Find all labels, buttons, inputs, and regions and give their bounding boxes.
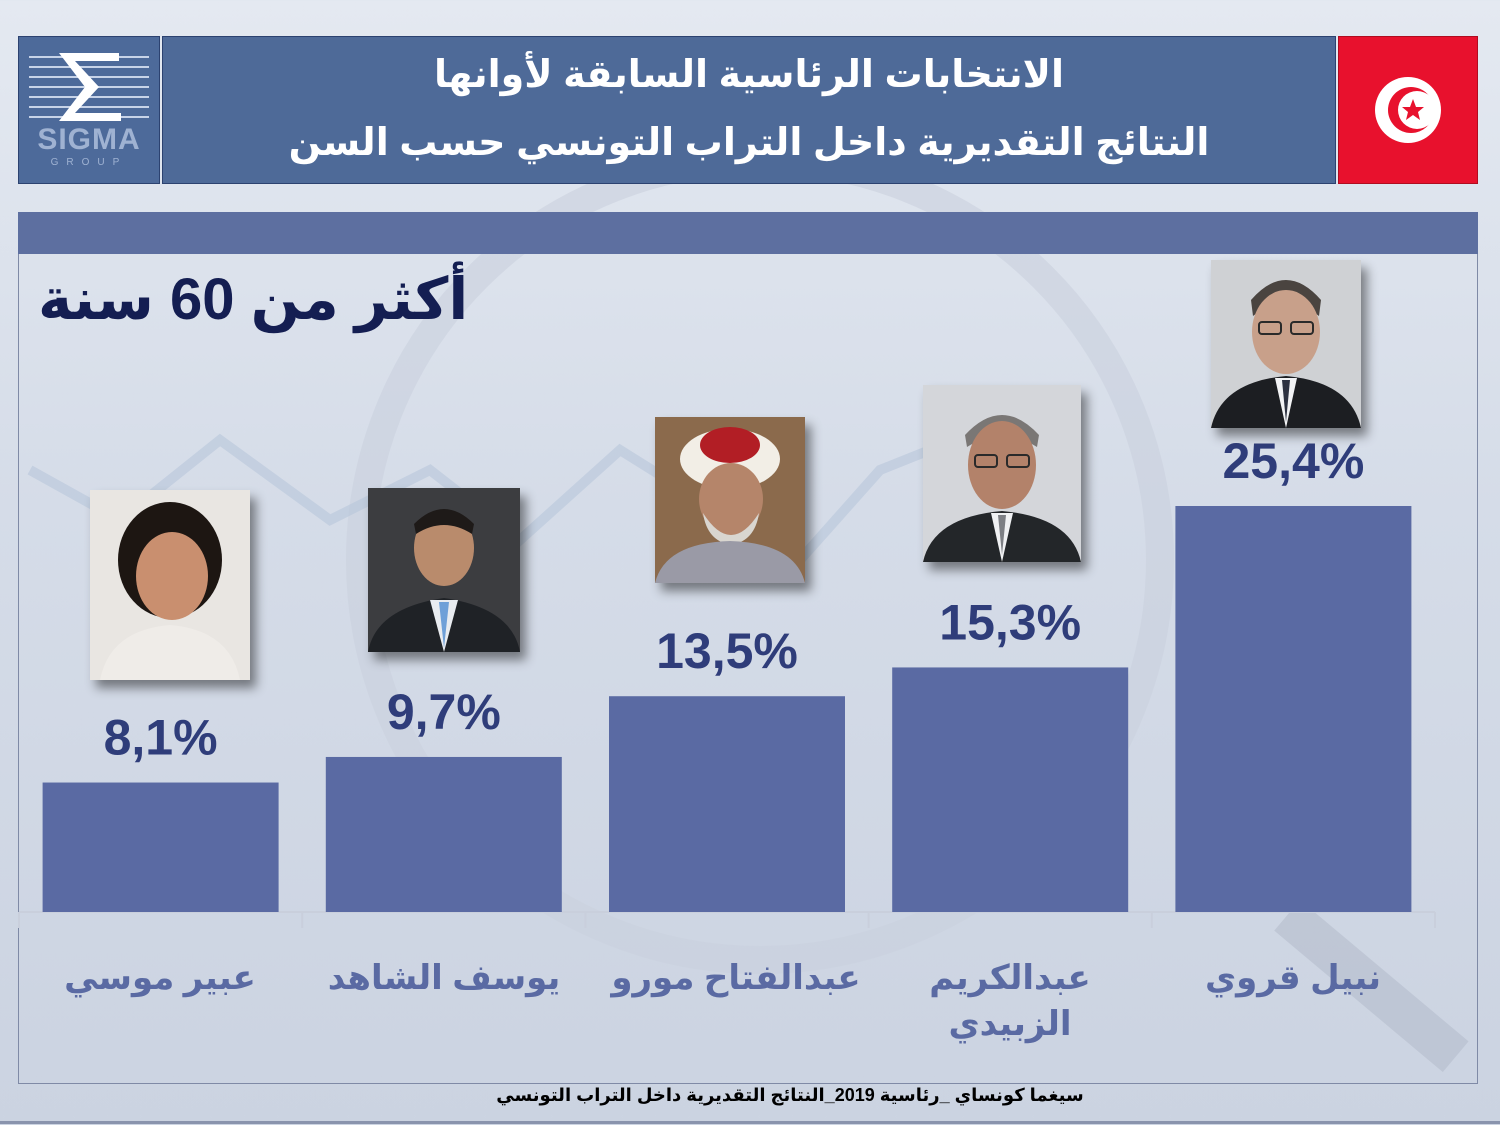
category-label: يوسف الشاهد [327,959,561,997]
bar [1175,506,1412,912]
bar [892,667,1129,912]
category-label: عبير موسي [64,959,256,997]
chart-frame [18,254,1478,1084]
title-banner: الانتخابات الرئاسية السابقة لأوانها النت… [162,36,1336,184]
bar [609,696,845,912]
category-label: عبدالفتاح مورو [611,959,861,997]
category-label: نبيل قروي [1204,959,1382,997]
bar [42,782,279,912]
sigma-icon [29,53,149,121]
page-subtitle: النتائج التقديرية داخل التراب التونسي حس… [288,122,1210,164]
category-label: عبدالكريم الزبيدي [929,959,1091,1043]
logo-text: SIGMA [37,123,141,156]
section-band [18,212,1478,254]
portrait-man-turban-icon [655,417,805,583]
portrait-man-glasses-icon [1211,260,1361,428]
portrait-man-glasses-icon [923,385,1081,562]
chart-title: أكثر من 60 سنة [38,267,469,332]
data-label: 25,4% [1223,433,1365,489]
tunisia-flag-icon [1375,77,1441,143]
data-label: 13,5% [656,623,798,679]
sigma-logo: SIGMA GROUP [18,36,160,184]
page-title: الانتخابات الرئاسية السابقة لأوانها [433,54,1064,96]
portrait-woman-icon [90,490,250,680]
data-label: 9,7% [387,684,501,740]
bottom-divider [0,1121,1500,1124]
portrait-man-suit-icon [368,488,520,652]
data-label: 15,3% [939,594,1081,650]
source-footer: سيغما كونساي _رئاسية 2019_النتائج التقدي… [496,1085,1084,1105]
logo-subtext: GROUP [50,157,128,168]
data-label: 8,1% [104,710,218,766]
tunisia-flag [1338,36,1478,184]
bar [325,756,562,912]
